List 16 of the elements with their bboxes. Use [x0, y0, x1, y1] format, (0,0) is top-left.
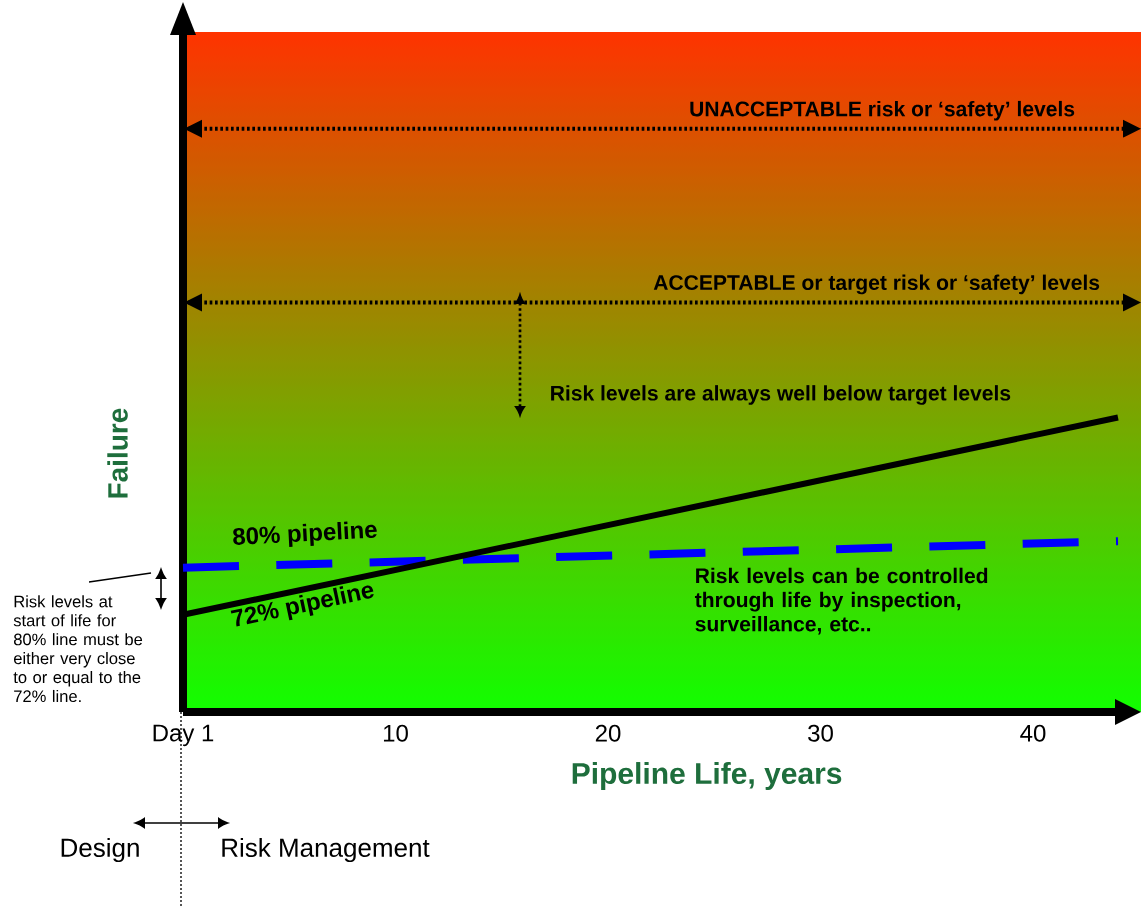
- text: Risk Management: [222, 837, 430, 863]
- series-label: 80% pipeline: [233, 521, 377, 548]
- x-tick-label: 40: [1020, 724, 1046, 742]
- x-tick-label: 10: [383, 724, 408, 742]
- text: Risk levels at start of life for 80% line must be either very close to or equal to the 72% line.: [13, 595, 143, 703]
- text: 72% pipeline: [230, 585, 374, 627]
- x-tick-label: 20: [595, 724, 621, 742]
- text: Risk levels are always well below target levels: [551, 385, 1011, 405]
- x-tick-label: 30: [808, 724, 833, 742]
- text: Design: [61, 837, 139, 863]
- x-axis-title: Pipeline Life, years: [572, 762, 842, 791]
- ref-line-label: UNACCEPTABLE risk or ‘safety’ levels: [690, 100, 1075, 121]
- ref-line-label: ACCEPTABLE or target risk or ‘safety’ levels: [653, 274, 1100, 295]
- y-axis-title: Failure: [107, 408, 128, 498]
- annotation: Risk levels can be controlled through life by inspection, surveillance, etc..: [694, 567, 988, 635]
- x-tick-label: Day 1: [153, 724, 214, 747]
